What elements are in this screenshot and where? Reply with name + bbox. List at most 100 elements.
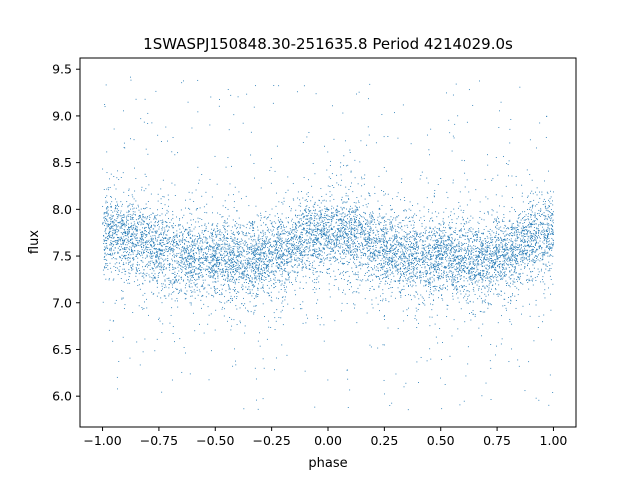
data-point (195, 260, 196, 262)
data-point (252, 266, 254, 268)
data-point (511, 323, 513, 325)
data-point (214, 155, 216, 157)
data-point (538, 248, 540, 250)
data-point (212, 257, 214, 259)
data-point (288, 241, 290, 242)
data-point (520, 261, 521, 263)
data-point (286, 286, 287, 288)
data-point (295, 245, 297, 247)
data-point (295, 215, 297, 217)
data-point (339, 213, 341, 215)
data-point (105, 232, 107, 234)
data-point (217, 244, 219, 245)
data-point (305, 267, 307, 269)
data-point (172, 286, 173, 288)
data-point (310, 200, 312, 202)
data-point (224, 225, 226, 227)
data-point (483, 257, 485, 259)
data-point (223, 248, 225, 250)
data-point (309, 237, 311, 239)
data-point (400, 295, 402, 297)
data-point (524, 249, 526, 251)
data-point (422, 251, 424, 253)
data-point (105, 247, 107, 249)
data-point (239, 241, 241, 243)
data-point (242, 274, 244, 276)
data-point (545, 263, 547, 265)
data-point (174, 154, 176, 156)
data-point (388, 288, 390, 289)
data-point (364, 274, 366, 276)
data-point (323, 199, 325, 201)
data-point (456, 289, 457, 291)
data-point (178, 291, 180, 293)
data-point (149, 219, 150, 220)
data-point (422, 235, 424, 237)
data-point (320, 235, 322, 237)
data-point (253, 258, 255, 260)
data-point (388, 250, 390, 252)
data-point (398, 243, 400, 245)
data-point (339, 235, 341, 237)
data-point (381, 230, 383, 232)
data-point (110, 230, 112, 232)
data-point (115, 198, 116, 200)
data-point (509, 271, 511, 273)
data-point (259, 278, 260, 280)
data-point (124, 240, 126, 242)
data-point (395, 266, 397, 268)
data-point (402, 104, 404, 106)
data-point (151, 122, 153, 124)
data-point (319, 214, 321, 216)
data-point (498, 127, 500, 128)
data-point (108, 217, 110, 219)
data-point (546, 245, 547, 247)
data-point (476, 248, 478, 249)
data-point (214, 290, 216, 292)
data-point (549, 247, 551, 249)
data-point (543, 252, 545, 253)
data-point (446, 256, 448, 258)
data-point (361, 280, 363, 282)
data-point (530, 235, 532, 236)
data-point (441, 275, 443, 277)
data-point (294, 289, 296, 291)
data-point (400, 255, 402, 257)
data-point (448, 276, 450, 278)
data-point (362, 248, 364, 250)
data-point (460, 270, 461, 272)
data-point (520, 282, 521, 283)
data-point (488, 284, 490, 286)
data-point (232, 278, 233, 280)
data-point (158, 236, 160, 238)
data-point (249, 258, 250, 260)
data-point (263, 269, 265, 271)
data-point (127, 240, 129, 242)
data-point (224, 269, 226, 271)
data-point (457, 251, 459, 253)
data-point (369, 216, 371, 218)
data-point (531, 251, 532, 253)
data-point (381, 190, 383, 192)
data-point (410, 246, 412, 248)
data-point (132, 251, 134, 253)
data-point (189, 373, 191, 375)
data-point (255, 265, 257, 267)
data-point (403, 260, 405, 262)
data-point (433, 280, 435, 282)
data-point (528, 219, 530, 221)
data-point (108, 236, 110, 237)
data-point (212, 256, 214, 257)
data-point (210, 268, 211, 270)
data-point (305, 233, 307, 235)
data-point (134, 245, 136, 247)
data-point (359, 246, 360, 248)
data-point (217, 257, 219, 259)
data-point (406, 274, 408, 276)
data-point (396, 231, 398, 232)
data-point (157, 193, 159, 195)
data-point (156, 295, 158, 297)
data-point (236, 308, 238, 310)
data-point (383, 231, 384, 233)
data-point (502, 248, 503, 250)
